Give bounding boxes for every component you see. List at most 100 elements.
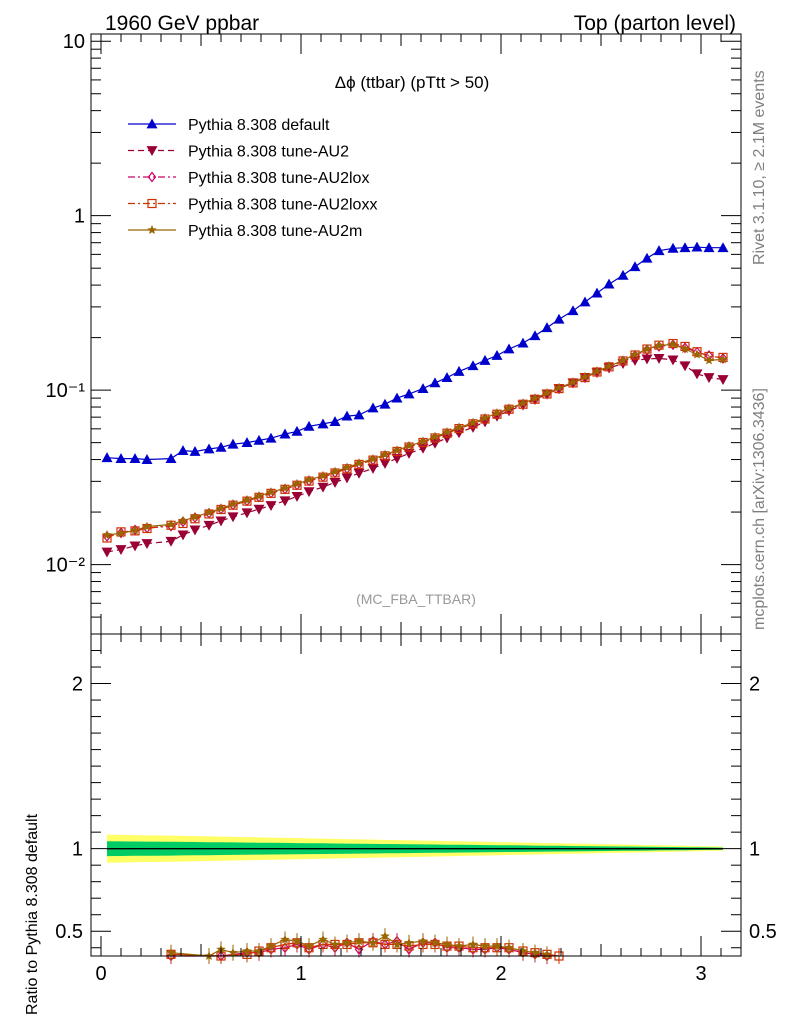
data-point — [592, 366, 602, 376]
data-point — [178, 515, 188, 525]
data-point — [430, 431, 440, 441]
ratio-point — [454, 941, 464, 951]
data-point — [216, 503, 226, 513]
data-point — [679, 361, 691, 372]
legend: Pythia 8.308 default Pythia 8.308 tune-AU… — [128, 117, 377, 240]
ratio-point — [542, 949, 552, 959]
data-point — [453, 365, 465, 376]
legend-entry: Pythia 8.308 tune-AU2loxx — [128, 197, 377, 214]
data-point — [242, 495, 252, 505]
data-point — [380, 449, 390, 459]
series-line — [106, 344, 724, 537]
data-point — [129, 453, 141, 464]
data-point — [467, 360, 479, 371]
legend-label: Pythia 8.308 tune-AU2 — [188, 144, 349, 161]
ratio-line — [170, 942, 560, 957]
data-point — [177, 530, 189, 541]
data-point — [379, 398, 391, 409]
ratio-point — [354, 936, 364, 946]
x-tick-labels: 0 1 2 3 — [95, 963, 706, 985]
legend-entry: Pythia 8.308 tune-AU2m — [128, 223, 362, 240]
x-tick-label: 0 — [95, 963, 106, 985]
data-point — [391, 392, 403, 403]
data-point — [667, 355, 679, 366]
data-point — [617, 269, 629, 280]
legend-entry: Pythia 8.308 tune-AU2lox — [128, 170, 369, 187]
data-point — [189, 525, 201, 536]
data-point — [567, 305, 579, 316]
data-point — [442, 427, 452, 437]
data-point — [480, 413, 490, 423]
data-point — [115, 545, 127, 556]
data-point — [667, 242, 679, 253]
data-point — [130, 525, 140, 535]
data-point — [115, 453, 127, 464]
data-point — [653, 354, 665, 364]
ratio-y-tick-label-right: 2 — [749, 674, 760, 696]
data-point — [266, 487, 276, 497]
data-point — [717, 242, 729, 253]
data-point — [101, 547, 113, 558]
data-point — [579, 296, 591, 307]
data-point — [691, 241, 703, 252]
data-point — [518, 398, 528, 408]
data-point — [517, 337, 529, 348]
series-3 — [102, 338, 728, 543]
series-line — [106, 343, 724, 536]
y-tick-label: 1 — [74, 206, 85, 228]
legend-entry: Pythia 8.308 tune-AU2 — [128, 144, 349, 161]
data-point — [418, 436, 428, 446]
data-point — [680, 344, 690, 354]
data-point — [354, 458, 364, 468]
legend-label: Pythia 8.308 tune-AU2lox — [188, 170, 369, 187]
ratio-point — [442, 939, 452, 949]
series-2 — [102, 339, 728, 542]
ratio-y-tick-label: 0.5 — [55, 921, 83, 943]
ratio-point — [518, 946, 528, 956]
data-point — [292, 478, 302, 488]
data-point — [189, 445, 201, 456]
y-tick-label: 10 — [63, 31, 85, 53]
data-point — [177, 445, 189, 456]
data-point — [468, 417, 478, 427]
data-point — [317, 418, 329, 429]
data-point — [303, 487, 315, 498]
data-point — [542, 388, 552, 398]
ratio-point — [468, 939, 478, 949]
ratio-point — [380, 931, 390, 941]
data-point — [215, 516, 227, 527]
data-point — [291, 425, 303, 436]
data-point — [367, 463, 379, 474]
ratio-point — [342, 937, 352, 947]
data-point — [679, 242, 691, 253]
data-point — [291, 491, 303, 502]
data-point — [454, 422, 464, 432]
data-point — [265, 501, 277, 512]
data-point — [429, 377, 441, 388]
ratio-point — [480, 941, 490, 951]
data-point — [280, 483, 290, 493]
data-point — [353, 468, 365, 479]
data-point — [101, 452, 113, 463]
data-point — [718, 354, 728, 364]
x-tick-label: 1 — [295, 963, 306, 985]
ratio-y-tick-label: 1 — [72, 839, 83, 861]
legend-marker — [147, 171, 157, 183]
ratio-point — [304, 941, 314, 951]
data-point — [166, 519, 176, 529]
data-point — [692, 349, 702, 359]
data-point — [318, 470, 328, 480]
data-point — [403, 388, 415, 399]
legend-label: Pythia 8.308 tune-AU2m — [188, 223, 362, 240]
data-point — [165, 536, 177, 547]
ratio-point — [242, 946, 252, 956]
data-point — [503, 343, 515, 354]
ratio-point — [318, 934, 328, 944]
data-point — [580, 371, 590, 381]
ratio-point — [266, 941, 276, 951]
data-point — [618, 355, 628, 365]
series-0 — [101, 241, 729, 464]
data-point — [253, 504, 265, 515]
data-point — [102, 529, 112, 539]
